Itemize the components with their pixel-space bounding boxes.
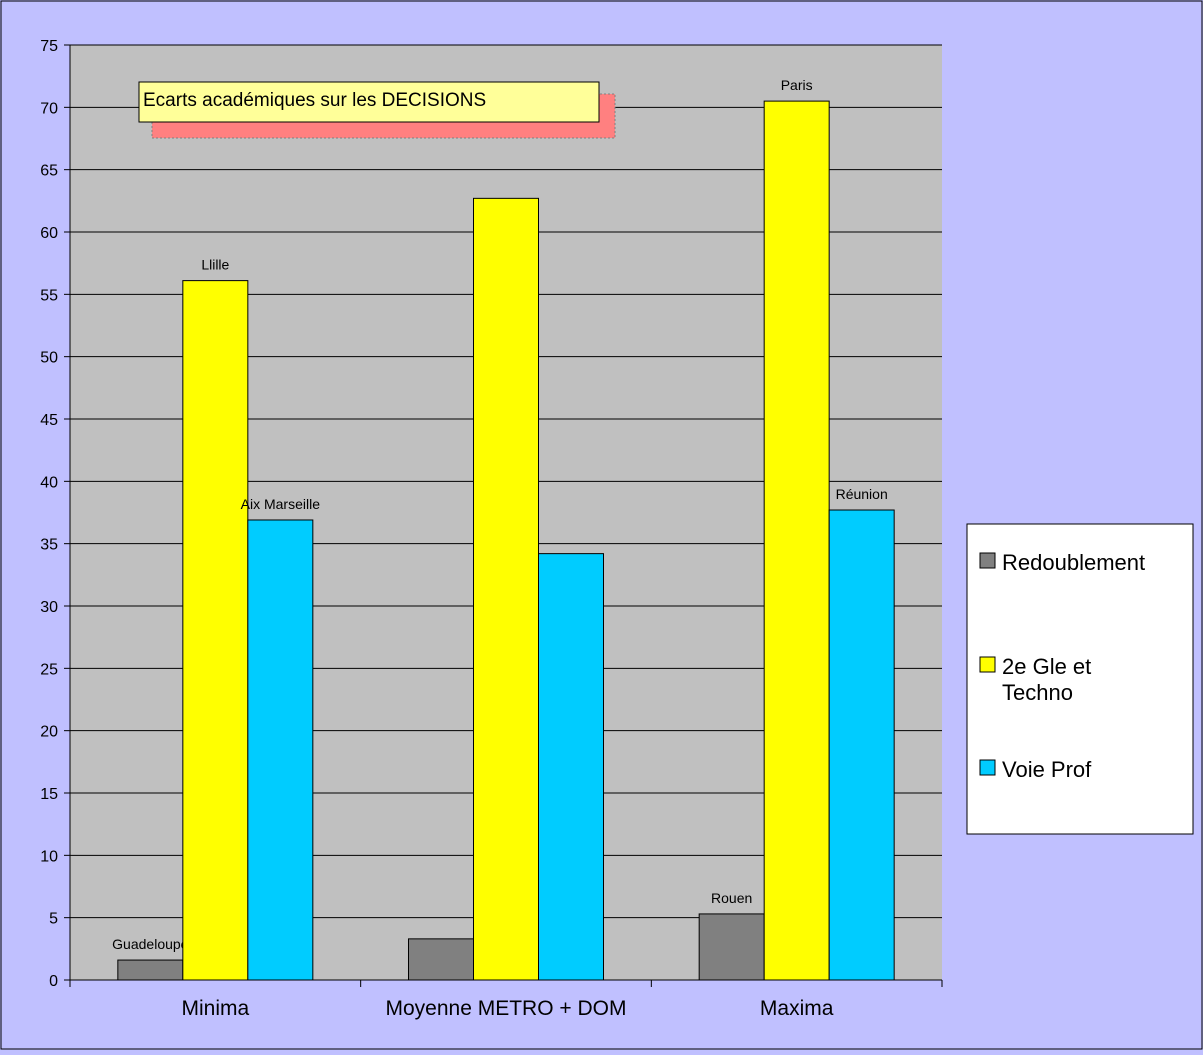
y-tick-label: 35 [40,537,58,554]
y-tick-label: 15 [40,786,58,803]
bar [828,509,895,981]
y-tick-label: 0 [49,973,58,990]
data-label: Réunion [836,486,888,502]
title-box-background [138,81,600,123]
legend: Redoublement 2e Gle et Techno Voie Prof [966,523,1194,835]
y-tick-label: 10 [40,848,58,865]
bar [698,913,765,981]
bar [247,519,314,981]
legend-label: Redoublement [1002,550,1145,575]
bar [763,100,830,981]
data-label: Guadeloupe [112,936,189,952]
legend-box [966,523,1194,835]
bar [538,553,604,981]
y-tick-label: 75 [40,38,58,55]
chart-title: Ecarts académiques sur les DECISIONS [143,90,486,111]
data-label: Llille [201,257,229,273]
x-tick-label: Maxima [760,997,834,1020]
bar [408,938,474,981]
legend-swatch [979,759,996,776]
axes-group: 0 5 10 15 20 25 30 35 40 45 50 55 60 65 70 75 Minima Moye… [40,38,943,1020]
legend-label: Voie Prof [1002,757,1092,782]
legend-label-line: 2e Gle et [1002,654,1091,679]
y-tick-label: 30 [40,599,58,616]
x-tick-label: Minima [181,997,249,1020]
legend-swatch [979,552,996,569]
y-tick-label: 65 [40,163,58,180]
y-tick-label: 25 [40,661,58,678]
y-tick-label: 40 [40,474,58,491]
bar [117,959,184,981]
legend-label-line: Techno [1002,680,1073,705]
data-label: Rouen [711,890,752,906]
y-tick-label: 45 [40,412,58,429]
y-tick-label: 20 [40,724,58,741]
y-tick-label: 50 [40,350,58,367]
bar [473,197,539,981]
bar [182,280,249,981]
x-tick-label: Moyenne METRO + DOM [386,997,627,1020]
y-tick-label: 60 [40,225,58,242]
chart-title-box: Ecarts académiques sur les DECISIONS [138,81,616,139]
y-tick-label: 70 [40,100,58,117]
y-tick-label: 55 [40,287,58,304]
legend-label: 2e Gle et Techno [1002,654,1091,705]
legend-swatch [979,656,996,673]
y-tick-label: 5 [49,911,58,928]
data-label: Aix Marseille [241,496,321,512]
data-label: Paris [781,77,813,93]
bars-group: Guadeloupe Llille Aix Marseille Rouen Paris R… [112,77,895,981]
